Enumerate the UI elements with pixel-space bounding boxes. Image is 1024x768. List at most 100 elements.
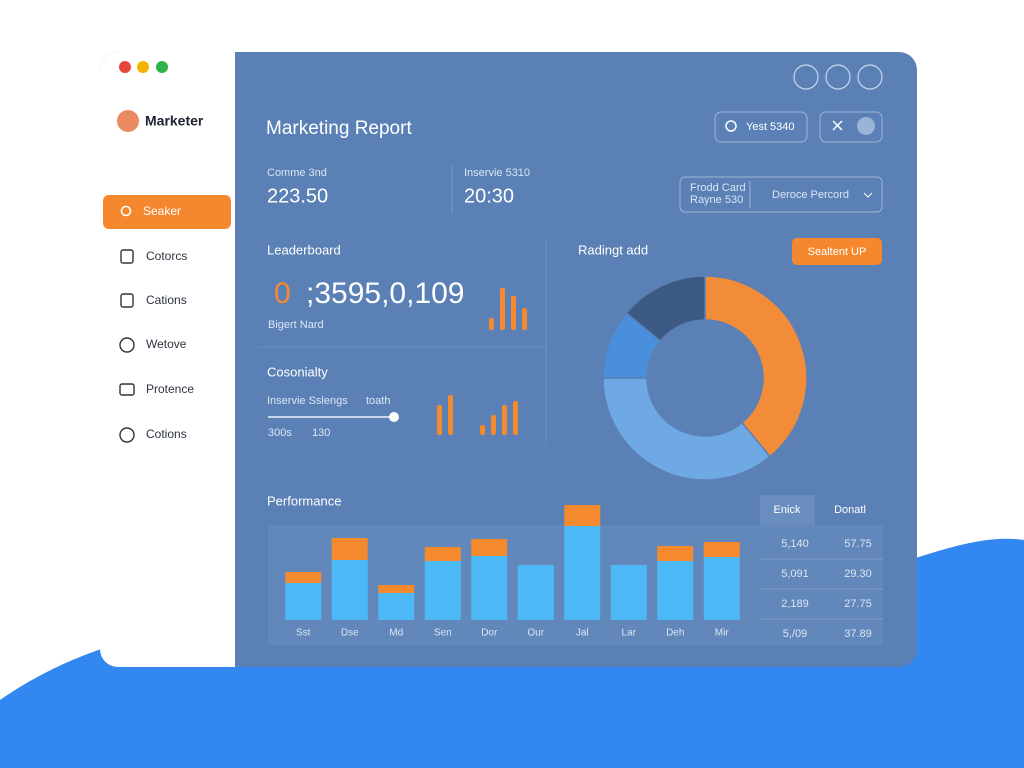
leader-value: ;3595,0,109 bbox=[306, 277, 464, 310]
bar-segment bbox=[564, 526, 601, 620]
spark-bar bbox=[513, 401, 518, 435]
bar-segment bbox=[517, 565, 554, 620]
bar-segment bbox=[378, 585, 415, 593]
x-label: Mir bbox=[715, 628, 730, 639]
spark-bar bbox=[437, 405, 442, 435]
button[interactable] bbox=[792, 238, 882, 265]
nav-item[interactable]: Cations bbox=[146, 293, 187, 307]
x-label: Dse bbox=[341, 628, 359, 639]
bar-segment bbox=[703, 542, 740, 557]
bar-segment bbox=[610, 565, 647, 620]
bar-segment bbox=[424, 561, 461, 620]
stat-value: 223.50 bbox=[267, 185, 328, 207]
bar-segment bbox=[378, 593, 415, 620]
close-icon[interactable] bbox=[832, 120, 843, 131]
x-label: Md bbox=[389, 628, 403, 639]
close-box[interactable] bbox=[819, 111, 883, 143]
spark-bar bbox=[511, 296, 516, 330]
spark-bar bbox=[502, 405, 507, 435]
bar-segment bbox=[657, 561, 694, 620]
window bbox=[100, 52, 917, 667]
nav-item[interactable]: Cotions bbox=[146, 427, 187, 441]
x-label: Sst bbox=[296, 628, 311, 639]
filter-box[interactable] bbox=[679, 176, 883, 213]
spark-bar bbox=[448, 395, 453, 435]
stat-value: 20:30 bbox=[464, 185, 514, 207]
x-label: Dor bbox=[481, 628, 498, 639]
user-icon[interactable] bbox=[857, 117, 875, 135]
spark-bar bbox=[500, 288, 505, 330]
stat-label: Inservie 5310 bbox=[464, 167, 530, 179]
table-cell: 37.89 bbox=[844, 628, 872, 640]
bar-segment bbox=[424, 547, 461, 561]
nav-active[interactable] bbox=[103, 195, 231, 229]
bar-segment bbox=[331, 560, 368, 620]
slider-knob[interactable] bbox=[389, 412, 399, 422]
table-cell: 5,/09 bbox=[783, 628, 807, 640]
search-text[interactable]: Yest 5340 bbox=[746, 121, 795, 133]
x-label: Sen bbox=[434, 628, 452, 639]
stat-label: Comme 3nd bbox=[267, 167, 327, 179]
table-cell: 2,189 bbox=[781, 598, 809, 610]
nav-icons bbox=[119, 249, 135, 443]
table-header: Enick bbox=[774, 504, 801, 516]
spark-bar bbox=[489, 318, 494, 330]
nav-item[interactable]: Cotorcs bbox=[146, 249, 187, 263]
slider-label: Inservie Sslengs bbox=[267, 395, 348, 407]
table-header-cell bbox=[760, 495, 815, 525]
table-cell: 57.75 bbox=[844, 538, 872, 550]
avatar bbox=[117, 110, 139, 132]
table-cell: 29.30 bbox=[844, 568, 872, 580]
table-cell: 5,091 bbox=[781, 568, 809, 580]
panel-title: Performance bbox=[267, 493, 341, 508]
panel-title: Cosonialty bbox=[267, 364, 328, 379]
donut-segment bbox=[602, 377, 772, 481]
slider-min: 300s bbox=[268, 427, 292, 439]
bar-segment bbox=[331, 538, 368, 560]
table-header: Donatl bbox=[834, 504, 866, 516]
window-minimize[interactable] bbox=[137, 61, 149, 73]
filter-line: Frodd Card bbox=[690, 182, 746, 194]
button-text[interactable]: Sealtent UP bbox=[808, 246, 867, 258]
x-label: Lar bbox=[622, 628, 637, 639]
brand: Marketer bbox=[145, 113, 204, 129]
bar-segment bbox=[285, 583, 322, 620]
bar-segment bbox=[471, 556, 508, 620]
table-body bbox=[760, 525, 883, 645]
filter-select[interactable]: Deroce Percord bbox=[772, 189, 849, 201]
window-close[interactable] bbox=[119, 61, 131, 73]
nav-item[interactable]: Seaker bbox=[143, 204, 181, 218]
nav-item[interactable]: Wetove bbox=[146, 337, 187, 351]
nav-icon bbox=[120, 205, 132, 217]
top-icons[interactable] bbox=[793, 64, 883, 90]
donut-segment bbox=[625, 275, 706, 343]
panel-title: Radingt add bbox=[578, 242, 648, 257]
donut-segment bbox=[704, 275, 808, 458]
nav-item[interactable]: Protence bbox=[146, 382, 194, 396]
spark-bar bbox=[491, 415, 496, 435]
chevron bbox=[863, 192, 873, 198]
bar-segment bbox=[657, 546, 694, 561]
slider-note: toath bbox=[366, 395, 390, 407]
window-maximize[interactable] bbox=[156, 61, 168, 73]
filter-line: Rayne 530 bbox=[690, 194, 743, 206]
search-icon bbox=[725, 120, 737, 132]
leader-prefix: 0 bbox=[274, 277, 291, 310]
bar-segment bbox=[703, 557, 740, 620]
sidebar bbox=[100, 52, 235, 667]
table-cell: 5,140 bbox=[781, 538, 809, 550]
slider-max: 130 bbox=[312, 427, 330, 439]
spark-bar bbox=[480, 425, 485, 435]
table-cell: 27.75 bbox=[844, 598, 872, 610]
spark-bar bbox=[522, 308, 527, 330]
bar-segment bbox=[471, 539, 508, 556]
search-box[interactable] bbox=[714, 111, 808, 143]
bar-segment bbox=[285, 572, 322, 583]
page-title: Marketing Report bbox=[266, 118, 412, 139]
panel-title: Leaderboard bbox=[267, 242, 341, 257]
x-label: Our bbox=[527, 628, 544, 639]
bar-segment bbox=[564, 505, 601, 526]
x-label: Jal bbox=[576, 628, 589, 639]
